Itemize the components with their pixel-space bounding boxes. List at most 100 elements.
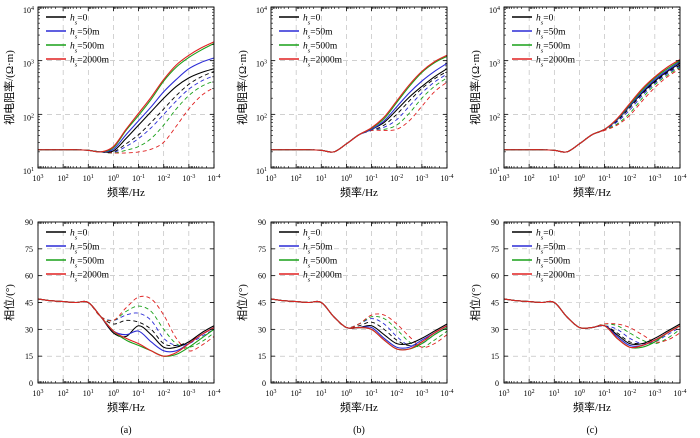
resistivity-series-line	[38, 70, 215, 154]
panel-label: (c)	[586, 425, 597, 436]
y-tick-label: 101	[489, 167, 500, 176]
legend-label: hs=2000m	[70, 271, 110, 284]
legend-label: hs=500m	[536, 257, 571, 270]
y-tick-label: 103	[489, 60, 500, 69]
phase-series-line	[503, 298, 681, 345]
phase-series-line	[37, 298, 215, 349]
x-tick-label: 10-3	[415, 389, 428, 398]
y-axis-title: 相位/(°)	[235, 284, 249, 321]
x-tick-label: 10-2	[157, 174, 170, 183]
y-tick-label: 75	[491, 245, 499, 254]
x-tick-label: 103	[33, 174, 44, 183]
legend-label: hs=500m	[536, 42, 571, 55]
x-tick-label: 10-1	[132, 174, 145, 183]
x-tick-label: 100	[108, 389, 119, 398]
legend-label: hs=2000m	[70, 56, 110, 69]
legend-label: hs=2000m	[303, 271, 343, 284]
y-tick-label: 90	[25, 218, 33, 227]
y-tick-label: 104	[23, 6, 34, 15]
x-tick-label: 102	[524, 174, 535, 183]
y-tick-label: 15	[258, 352, 266, 361]
y-tick-label: 103	[256, 60, 267, 69]
y-tick-label: 45	[25, 299, 33, 308]
resistivity-series-line	[38, 41, 215, 153]
y-tick-label: 75	[258, 245, 266, 254]
legend-label: hs=50m	[536, 243, 566, 256]
y-tick-label: 45	[258, 299, 266, 308]
x-tick-label: 103	[266, 174, 277, 183]
x-tick-label: 103	[499, 174, 510, 183]
y-tick-label: 60	[258, 272, 266, 281]
x-tick-label: 10-3	[648, 389, 661, 398]
legend-label: hs=500m	[70, 257, 105, 270]
x-tick-label: 10-4	[674, 174, 687, 183]
x-tick-label: 10-1	[365, 389, 378, 398]
curves-layer	[37, 41, 681, 357]
x-tick-label: 103	[499, 389, 510, 398]
y-tick-label: 101	[256, 167, 267, 176]
x-tick-label: 100	[574, 389, 585, 398]
x-tick-label: 10-3	[182, 389, 195, 398]
y-tick-label: 104	[489, 6, 500, 15]
x-tick-label: 102	[524, 389, 535, 398]
y-tick-label: 103	[23, 60, 34, 69]
y-axis-title: 相位/(°)	[468, 284, 482, 321]
resistivity-plot-frame	[37, 6, 215, 169]
resistivity-plot-frame	[503, 6, 681, 169]
x-tick-label: 10-4	[441, 174, 454, 183]
panel-label: (b)	[353, 425, 365, 436]
x-tick-label: 10-1	[598, 389, 611, 398]
legend-label: hs=500m	[303, 257, 338, 270]
resistivity-series-line	[271, 71, 448, 153]
y-tick-label: 30	[25, 325, 33, 334]
phase-series-line	[503, 298, 681, 345]
y-tick-label: 102	[256, 113, 267, 122]
y-tick-label: 30	[258, 325, 266, 334]
x-tick-label: 10-4	[441, 389, 454, 398]
phase-series-line	[503, 298, 681, 349]
resistivity-series-line	[38, 87, 215, 154]
legend-label: hs=0	[536, 14, 554, 27]
x-tick-label: 10-2	[623, 174, 636, 183]
x-tick-label: 101	[83, 389, 94, 398]
resistivity-series-line	[504, 61, 681, 153]
x-tick-label: 101	[316, 389, 327, 398]
x-axis-title: 频率/Hz	[573, 400, 611, 414]
legend-label: hs=50m	[303, 28, 333, 41]
panel-label: (a)	[120, 425, 131, 436]
y-tick-label: 0	[29, 379, 33, 388]
y-tick-label: 15	[25, 352, 33, 361]
x-tick-label: 10-2	[157, 389, 170, 398]
legend-label: hs=500m	[70, 42, 105, 55]
phase-series-line	[270, 298, 448, 348]
x-tick-label: 10-2	[390, 389, 403, 398]
y-tick-label: 0	[495, 379, 499, 388]
x-tick-label: 101	[316, 174, 327, 183]
resistivity-plot-frame	[270, 6, 448, 169]
legend-label: hs=0	[536, 229, 554, 242]
y-tick-label: 15	[491, 352, 499, 361]
resistivity-series-line	[38, 43, 215, 153]
x-tick-label: 103	[266, 389, 277, 398]
y-tick-label: 45	[491, 299, 499, 308]
resistivity-series-line	[271, 77, 448, 153]
y-tick-label: 60	[25, 272, 33, 281]
x-tick-label: 10-4	[674, 389, 687, 398]
x-tick-label: 103	[33, 389, 44, 398]
legend-label: hs=0	[303, 229, 321, 242]
resistivity-series-line	[271, 55, 448, 153]
y-axis-title: 视电阻率/(Ω·m)	[2, 50, 16, 125]
resistivity-series-line	[504, 60, 681, 153]
legend-label: hs=0	[303, 14, 321, 27]
x-axis-title: 频率/Hz	[573, 185, 611, 199]
y-axis-title: 视电阻率/(Ω·m)	[468, 50, 482, 125]
resistivity-series-line	[271, 54, 448, 153]
resistivity-series-line	[38, 68, 215, 153]
x-tick-label: 10-4	[208, 174, 221, 183]
resistivity-series-line	[271, 68, 448, 153]
x-tick-label: 100	[341, 389, 352, 398]
phase-series-line	[270, 298, 448, 346]
frames-layer	[37, 6, 681, 384]
x-axis-title: 频率/Hz	[340, 400, 378, 414]
